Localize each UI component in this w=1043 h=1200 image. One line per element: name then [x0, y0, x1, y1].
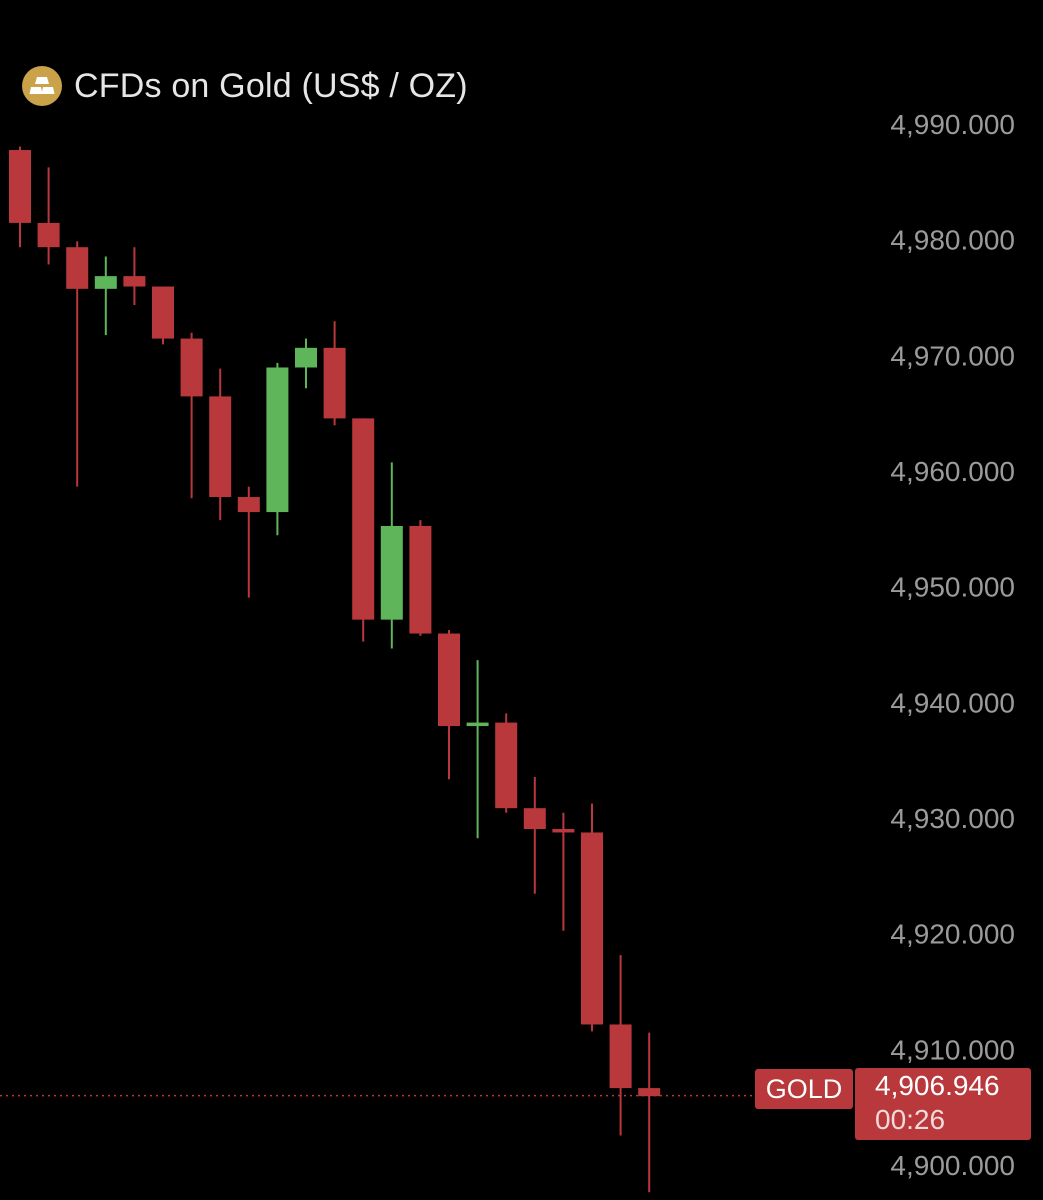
price-tick-label: 4,950.000 [890, 572, 1015, 603]
price-tick-label: 4,920.000 [890, 919, 1015, 950]
last-price-value: 4,906.946 [875, 1070, 1000, 1101]
price-tick-label: 4,970.000 [890, 340, 1015, 371]
price-tick-label: 4,960.000 [890, 456, 1015, 487]
price-tick-label: 4,980.000 [890, 225, 1015, 256]
candle-body-down [180, 338, 203, 397]
price-tick-label: 4,940.000 [890, 687, 1015, 718]
candle-body-down [523, 808, 546, 829]
candle-body-down [581, 832, 603, 1025]
symbol-badge: GOLD [755, 1069, 853, 1109]
price-tick-label: 4,930.000 [890, 803, 1015, 834]
price-axis[interactable]: 4,990.000 4,980.000 4,970.000 4,960.000 4,95… [890, 109, 1015, 1181]
candle-body-down [209, 396, 232, 498]
chart-header: CFDs on Gold (US$ / OZ) [22, 66, 468, 106]
candle-body-down [66, 247, 89, 289]
last-price-badge: 4,906.946 00:26 [855, 1068, 1031, 1140]
candle-body-down [9, 150, 31, 223]
candle-body-up [94, 276, 117, 289]
candle-body-down [323, 347, 346, 419]
price-tick-label: 4,910.000 [890, 1034, 1015, 1065]
instrument-title: CFDs on Gold (US$ / OZ) [74, 66, 468, 105]
candle-countdown: 00:26 [875, 1104, 946, 1135]
candle-body-down [352, 418, 375, 620]
candle-body-down [438, 633, 460, 727]
candle-body-up [266, 367, 289, 513]
candle-body-up [380, 525, 403, 620]
candle-body-down [152, 286, 174, 339]
price-tick-label: 4,900.000 [890, 1150, 1015, 1181]
gold-bars-icon [22, 66, 62, 106]
candle-body-down [552, 829, 575, 833]
candle-body-down [495, 722, 518, 809]
candle-body-up [466, 722, 489, 727]
candles-group [9, 146, 661, 1193]
candle-body-down [638, 1088, 661, 1097]
candle-body-down [123, 276, 146, 287]
price-tick-label: 4,990.000 [890, 109, 1015, 140]
candle-body-down [37, 222, 60, 248]
candle-body-down [237, 497, 260, 513]
candle-body-down [409, 525, 432, 634]
candle-body-down [609, 1024, 632, 1089]
candle-body-up [295, 347, 317, 368]
